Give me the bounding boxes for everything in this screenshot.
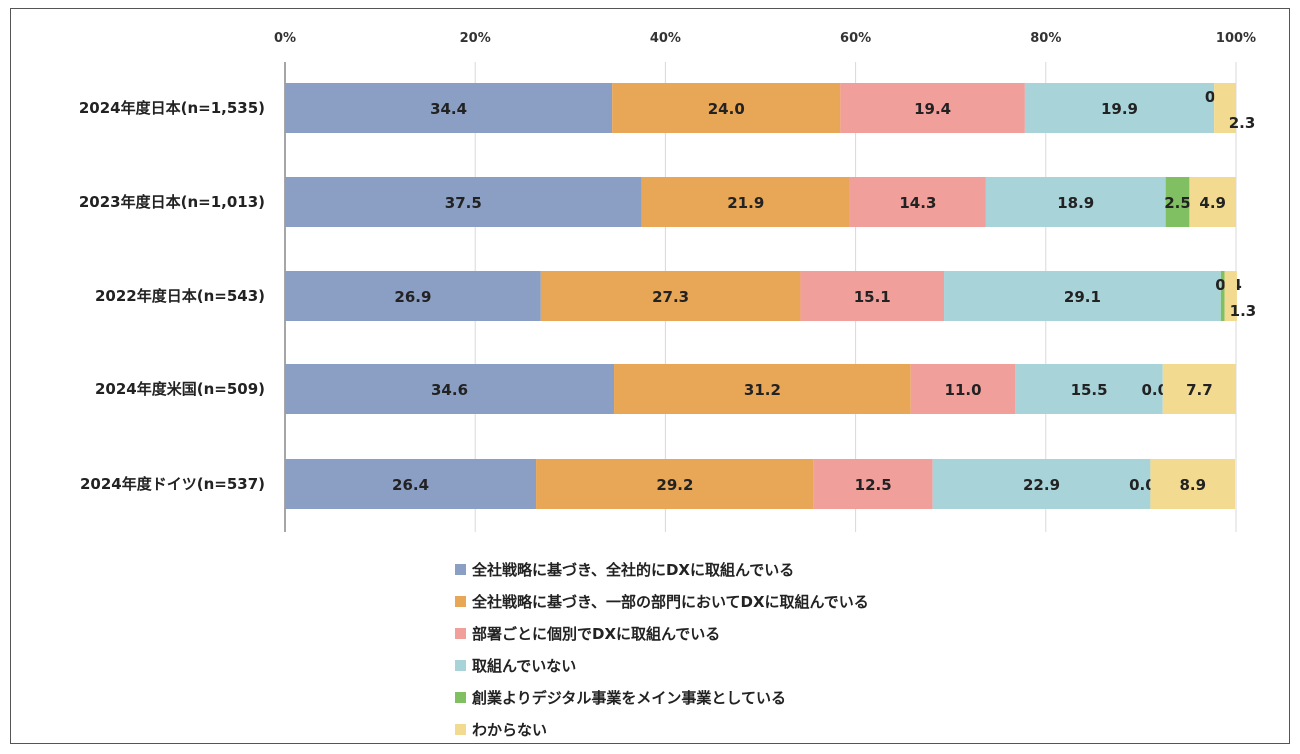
x-tick-label: 100% [1216,31,1256,46]
bar-segment [641,177,850,227]
data-label: 37.5 [445,194,482,212]
bar-segment [612,83,841,133]
legend-label: わからない [472,721,547,739]
data-label: 15.1 [854,288,891,306]
x-tick-label: 40% [650,31,681,46]
category-label: 2023年度日本(n=1,013) [79,193,265,211]
data-label: 0.0 [1141,381,1168,399]
category-label: 2024年度ドイツ(n=537) [80,475,265,493]
data-label: 15.5 [1071,381,1108,399]
legend-label: 全社戦略に基づき、全社的にDXに取組んでいる [471,561,794,579]
bar-segment [1015,364,1163,414]
data-label: 4.9 [1199,194,1226,212]
data-label: 2.3 [1229,114,1256,132]
bar-segment [1224,271,1237,321]
legend-swatch [455,660,466,671]
bar-segment [1189,177,1236,227]
legend-label: 取組んでいない [472,657,576,675]
bar-segment [614,364,911,414]
data-label: 29.2 [656,476,693,494]
bar-segment [944,271,1221,321]
bar-segment [285,459,537,509]
data-label: 7.7 [1186,381,1213,399]
bar-segment [910,364,1016,414]
bar-segment [813,459,933,509]
data-label: 31.2 [744,381,781,399]
bar-segment [536,459,814,509]
data-label: 24.0 [708,100,745,118]
bar-segment [285,271,541,321]
x-tick-label: 60% [840,31,871,46]
data-label: 11.0 [945,381,982,399]
data-label: 19.4 [914,100,951,118]
legend-label: 全社戦略に基づき、一部の部門においてDXに取組んでいる [471,593,869,611]
bar-segment [285,364,615,414]
data-label: 18.9 [1057,194,1094,212]
bar-segment [1162,364,1236,414]
category-label: 2024年度米国(n=509) [95,380,265,398]
legend-label: 創業よりデジタル事業をメイン事業としている [471,689,786,707]
bar-segment [800,271,945,321]
category-label: 2022年度日本(n=543) [95,287,265,305]
legend-swatch [455,692,466,703]
bar-segment [840,83,1025,133]
data-label: 21.9 [727,194,764,212]
chart-frame [10,8,1290,744]
bar-segment [1024,83,1215,133]
data-label: 22.9 [1023,476,1060,494]
bar-segment [285,83,613,133]
bar-segment [1150,459,1236,509]
data-label: 14.3 [899,194,936,212]
bar-segment [1165,177,1190,227]
data-label: 12.5 [855,476,892,494]
data-label: 27.3 [652,288,689,306]
bar-segment [1220,271,1225,321]
bar-segment [985,177,1166,227]
bar-segment [1214,83,1236,133]
bar-segment [540,271,801,321]
data-label: 2.5 [1164,194,1191,212]
data-label: 19.9 [1101,100,1138,118]
data-label: 29.1 [1064,288,1101,306]
legend-swatch [455,596,466,607]
bar-segment [932,459,1151,509]
data-label: 0.0 [1129,476,1156,494]
category-label: 2024年度日本(n=1,535) [79,99,265,117]
data-label: 34.6 [431,381,468,399]
legend-label: 部署ごとに個別でDXに取組んでいる [472,625,720,643]
data-label: 8.9 [1179,476,1206,494]
data-label: 34.4 [430,100,467,118]
bar-segment [285,177,642,227]
legend-swatch [455,628,466,639]
x-tick-label: 20% [460,31,491,46]
legend-swatch [455,724,466,735]
x-tick-label: 0% [274,31,296,46]
data-label: 26.4 [392,476,429,494]
bar-segment [849,177,986,227]
x-tick-label: 80% [1030,31,1061,46]
data-label: 1.3 [1230,302,1257,320]
data-label: 26.9 [394,288,431,306]
legend-swatch [455,564,466,575]
